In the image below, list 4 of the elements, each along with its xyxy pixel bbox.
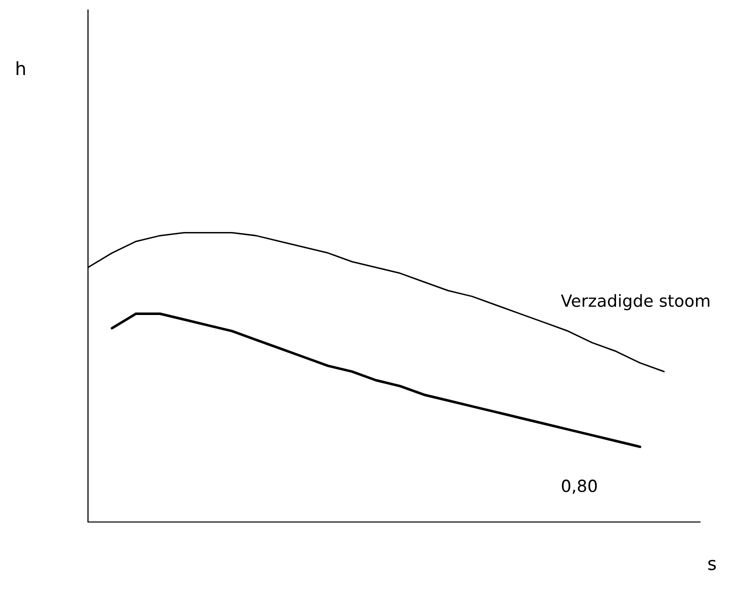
- text: 0,80: [562, 480, 597, 494]
- text: h: [16, 61, 25, 75]
- series-label: Verzadigde stoom: [560, 294, 710, 310]
- x-axis-title: s: [708, 560, 716, 570]
